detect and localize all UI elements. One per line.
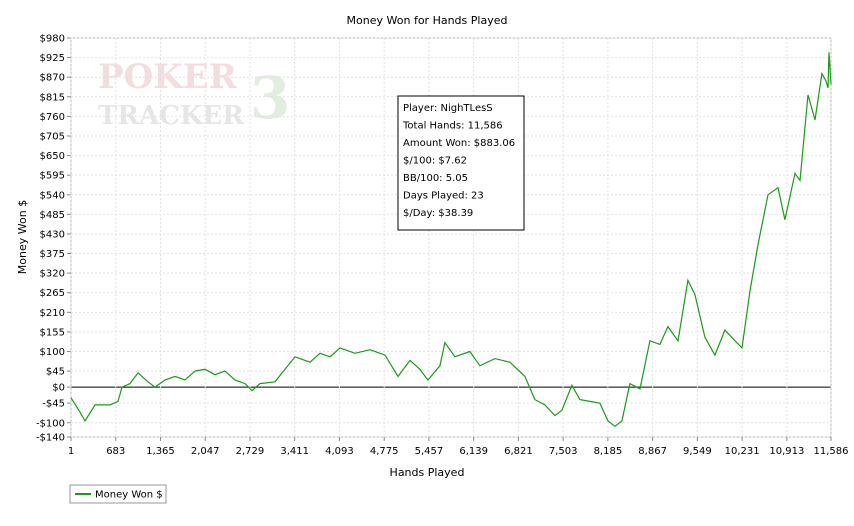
legend-label: Money Won $ <box>95 490 163 501</box>
y-tick-label: $375 <box>40 249 65 260</box>
x-tick-label: 2,729 <box>236 446 265 457</box>
y-tick-label: $815 <box>40 92 65 103</box>
x-tick-label: 9,549 <box>683 446 712 457</box>
x-tick-label: 4,093 <box>325 446 354 457</box>
tooltip-box <box>397 95 525 231</box>
x-tick-label: 1,365 <box>146 446 175 457</box>
x-tick-label: 1 <box>68 446 74 457</box>
y-tick-label: $45 <box>46 367 65 378</box>
x-tick-label: 6,139 <box>459 446 488 457</box>
y-tick-label: $925 <box>40 53 65 64</box>
x-tick-label: 8,867 <box>638 446 667 457</box>
legend: Money Won $ <box>69 484 167 504</box>
x-tick-label: 6,821 <box>504 446 533 457</box>
y-tick-label: -$100 <box>36 418 65 429</box>
y-tick-label: $980 <box>40 34 65 45</box>
y-tick-label: $650 <box>40 151 65 162</box>
x-tick-label: 683 <box>106 446 125 457</box>
y-tick-label: $430 <box>40 229 65 240</box>
y-tick-label: $760 <box>40 112 65 123</box>
x-tick-label: 3,411 <box>280 446 309 457</box>
legend-box <box>69 484 167 504</box>
y-tick-label: $210 <box>40 308 65 319</box>
x-tick-label: 10,913 <box>769 446 804 457</box>
watermark: POKER TRACKER 3 <box>98 57 290 132</box>
y-tick-label: $100 <box>40 347 65 358</box>
tooltip: Player: NighTLesS Total Hands: 11,586 Amou… <box>397 95 525 231</box>
x-tick-label: 4,775 <box>370 446 399 457</box>
y-axis-label: Money Won $ <box>16 200 29 274</box>
y-tick-label: $485 <box>40 210 65 221</box>
x-tick-label: 8,185 <box>594 446 623 457</box>
series-line <box>70 52 832 428</box>
y-tick-label: $705 <box>40 131 65 142</box>
y-tick-label: $595 <box>40 171 65 182</box>
y-tick-label: $320 <box>40 269 65 280</box>
x-axis-label: Hands Played <box>390 466 465 479</box>
tooltip-line: Days Played: 23 <box>403 191 484 202</box>
tooltip-line: Total Hands: 11,586 <box>402 121 503 132</box>
x-tick-label: 10,231 <box>725 446 760 457</box>
y-tick-label: $540 <box>40 190 65 201</box>
y-tick-label: -$140 <box>36 433 65 444</box>
tooltip-line: $/100: $7.62 <box>403 156 467 167</box>
x-tick-label: 7,503 <box>549 446 578 457</box>
y-tick-label: $870 <box>40 73 65 84</box>
tooltip-line: Amount Won: $883.06 <box>403 138 515 149</box>
tooltip-line: $/Day: $38.39 <box>403 208 473 219</box>
y-tick-label: $0 <box>52 383 65 394</box>
tooltip-line: BB/100: 5.05 <box>403 173 468 184</box>
watermark-text: 3 <box>250 64 290 132</box>
x-tick-label: 11,586 <box>814 446 849 457</box>
y-tick-label: -$45 <box>42 399 65 410</box>
x-tick-label: 5,457 <box>415 446 444 457</box>
x-tick-label: 2,047 <box>191 446 220 457</box>
chart-title: Money Won for Hands Played <box>347 14 508 27</box>
tooltip-line: Player: NighTLesS <box>403 103 493 114</box>
y-tick-label: $265 <box>40 288 65 299</box>
y-tick-label: $155 <box>40 327 65 338</box>
series <box>70 52 832 428</box>
